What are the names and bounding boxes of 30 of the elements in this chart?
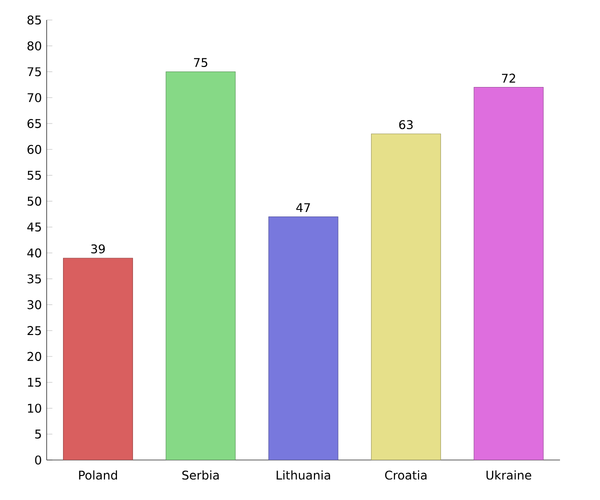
- y-tick-label: 20: [28, 352, 42, 362]
- y-tick-label: 0: [35, 455, 42, 465]
- y-tick-label: 40: [27, 248, 42, 258]
- data-label: 72: [502, 74, 516, 83]
- data-label: 75: [194, 58, 208, 68]
- y-tick-label: 85: [28, 15, 41, 25]
- x-tick-label: Poland: [79, 470, 117, 480]
- y-tick-label: 80: [28, 41, 42, 50]
- x-tick-label: Lithuania: [276, 470, 330, 480]
- y-tick-label: 10: [28, 404, 42, 413]
- y-tick-label: 30: [28, 300, 42, 310]
- y-tick-label: 50: [28, 196, 42, 206]
- x-tick-label: Serbia: [182, 470, 219, 480]
- y-tick-label: 60: [28, 144, 42, 154]
- y-tick-label: 25: [28, 326, 41, 336]
- y-tick-label: 55: [28, 170, 41, 180]
- data-label: 47: [296, 203, 310, 212]
- y-tick-label: 5: [35, 430, 41, 439]
- y-tick-label: 45: [27, 222, 41, 232]
- y-tick-label: 65: [28, 118, 41, 128]
- data-label: 63: [399, 120, 413, 130]
- x-tick-label: Ukraine: [486, 470, 532, 480]
- x-tick-label: Croatia: [385, 470, 426, 480]
- y-tick-label: 75: [28, 67, 41, 76]
- bar: [268, 216, 338, 460]
- data-label: 39: [91, 244, 105, 254]
- bar: [63, 258, 133, 460]
- y-tick-label: 35: [28, 274, 41, 284]
- y-tick-label: 70: [28, 93, 42, 102]
- y-tick-label: 15: [28, 378, 41, 387]
